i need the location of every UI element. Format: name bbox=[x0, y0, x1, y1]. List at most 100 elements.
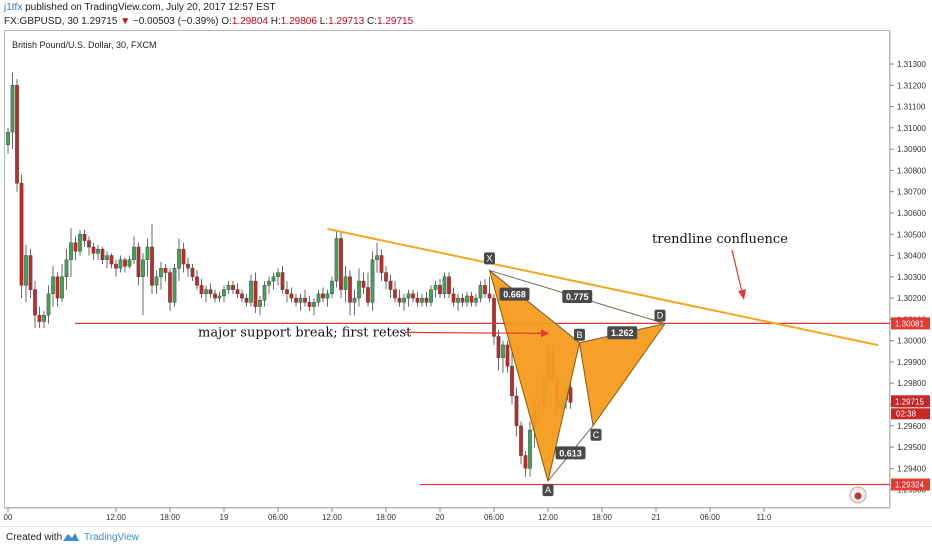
change-value: −0.00503 (−0.39%) bbox=[132, 16, 219, 27]
candle-body bbox=[334, 238, 339, 282]
candle-body bbox=[87, 240, 91, 248]
time-tick-label: 19 bbox=[220, 513, 229, 522]
ratio-label: 0.668 bbox=[503, 290, 526, 300]
candle-body bbox=[523, 455, 528, 469]
price-tick-label: 1.29400 bbox=[897, 464, 926, 473]
candle-body bbox=[280, 272, 285, 290]
candle-body bbox=[109, 255, 114, 265]
candle-body bbox=[483, 285, 487, 295]
alert-badge-dot bbox=[854, 492, 862, 500]
candle-body bbox=[118, 259, 123, 269]
candle-body bbox=[240, 293, 244, 299]
candle-body bbox=[285, 289, 289, 295]
candle-body bbox=[316, 293, 321, 303]
candle-body bbox=[132, 246, 136, 260]
pattern-point-badge bbox=[484, 252, 495, 265]
support-price-tag-bg bbox=[891, 317, 930, 330]
support-price-tag: 1.30081 bbox=[895, 319, 924, 328]
candle-body bbox=[150, 246, 154, 286]
candle-body bbox=[46, 293, 51, 316]
candle-body bbox=[73, 242, 78, 252]
publish-line: j1tfx published on TradingView.com, July… bbox=[4, 2, 276, 13]
time-axis[interactable]: 00 12:00 18:00 19 06:00 12:00 18:00 20 06:00 12:0… bbox=[4, 508, 772, 522]
drawings[interactable]: X A B C D 0.668 0.775 1.262 0.613 major support b… bbox=[75, 227, 890, 504]
price-tick-label: 1.31300 bbox=[897, 60, 926, 69]
published-text: published on TradingView.com, July 20, 2… bbox=[25, 2, 276, 13]
candle-body bbox=[190, 268, 195, 278]
candle-body bbox=[82, 234, 87, 241]
time-tick-label: 12:00 bbox=[538, 513, 559, 522]
candle-body bbox=[330, 280, 334, 295]
last-price: 1.29715 bbox=[81, 16, 118, 27]
time-tick-label: 18:00 bbox=[376, 513, 397, 522]
pattern-point-label: X bbox=[486, 253, 492, 263]
time-tick-label: 18:00 bbox=[160, 513, 181, 522]
last-price-tag: 1.29715 bbox=[895, 397, 924, 406]
time-tick-label: 11:0 bbox=[757, 513, 773, 522]
price-tick-label: 1.31100 bbox=[897, 103, 926, 112]
candle-body bbox=[123, 259, 127, 267]
candle-body bbox=[411, 293, 415, 299]
trendline bbox=[327, 227, 879, 347]
candle-body bbox=[78, 234, 82, 252]
candle-body bbox=[177, 248, 181, 269]
candle-body bbox=[469, 295, 474, 303]
time-tick-label: 12:00 bbox=[322, 513, 343, 522]
author-link[interactable]: j1tfx bbox=[4, 2, 23, 13]
low-value: 1.29713 bbox=[328, 16, 365, 27]
candle-body bbox=[433, 285, 438, 290]
tradingview-brand[interactable]: TradingView bbox=[84, 532, 140, 543]
support-arrow-head bbox=[541, 329, 549, 338]
last-price-tag-bg bbox=[891, 395, 930, 408]
candle-body bbox=[447, 276, 451, 295]
time-tick-label: 12:00 bbox=[106, 513, 127, 522]
pattern-point-badge bbox=[654, 309, 666, 322]
ratio-label: 1.262 bbox=[611, 328, 634, 338]
price-tick-label: 1.29500 bbox=[897, 443, 926, 452]
candle-body bbox=[420, 297, 424, 303]
candle-body bbox=[10, 85, 15, 133]
candle-body bbox=[55, 276, 60, 299]
candle-body bbox=[348, 276, 352, 303]
pattern-point-badge bbox=[574, 328, 585, 341]
chart-title: British Pound/U.S. Dollar, 30, FXCM bbox=[12, 40, 157, 50]
created-with-label: Created with bbox=[6, 532, 63, 543]
price-axis[interactable]: 1.31300 1.31200 1.31100 1.31000 1.30900 1.308… bbox=[890, 60, 930, 495]
time-tick-label: 20 bbox=[436, 513, 445, 522]
footer: Created with TradingView bbox=[0, 526, 932, 551]
candle-body bbox=[33, 289, 37, 316]
candle-body bbox=[375, 255, 379, 260]
candle-body bbox=[289, 293, 294, 299]
candle-body bbox=[379, 255, 384, 273]
candle-body bbox=[415, 297, 420, 303]
candle-body bbox=[384, 272, 388, 282]
candle-body bbox=[244, 297, 249, 303]
ratio-badge bbox=[499, 287, 530, 301]
price-chart[interactable]: 1.31300 1.31200 1.31100 1.31000 1.30900 1.308… bbox=[0, 0, 932, 526]
price-tick-label: 1.30200 bbox=[897, 294, 926, 303]
candle-body bbox=[145, 246, 150, 260]
candle-body bbox=[474, 297, 478, 303]
candle-body bbox=[105, 255, 109, 260]
price-tick-label: 1.30900 bbox=[897, 145, 926, 154]
candle-body bbox=[226, 285, 231, 290]
candle-body bbox=[172, 268, 177, 303]
ratio-badge bbox=[562, 290, 593, 304]
pattern-point-label: D bbox=[657, 311, 664, 321]
candle-body bbox=[213, 293, 217, 299]
candle-body bbox=[465, 295, 469, 303]
high-value: 1.29806 bbox=[280, 16, 317, 27]
ohlc-line: FX:GBPUSD, 30 1.29715 ▼ −0.00503 (−0.39%… bbox=[4, 16, 413, 27]
candle-body bbox=[352, 297, 357, 303]
candle-body bbox=[402, 297, 406, 303]
candle-body bbox=[487, 293, 492, 299]
symbol-label: FX:GBPUSD, 30 bbox=[4, 16, 79, 27]
candle-body bbox=[451, 293, 456, 303]
candle-body bbox=[361, 280, 366, 288]
candle-body bbox=[60, 276, 64, 299]
time-tick-label: 21 bbox=[652, 513, 661, 522]
candle-body bbox=[460, 297, 465, 303]
candle-body bbox=[159, 268, 163, 278]
price-tick-label: 1.30000 bbox=[897, 337, 926, 346]
time-tick-label: 06:00 bbox=[268, 513, 289, 522]
